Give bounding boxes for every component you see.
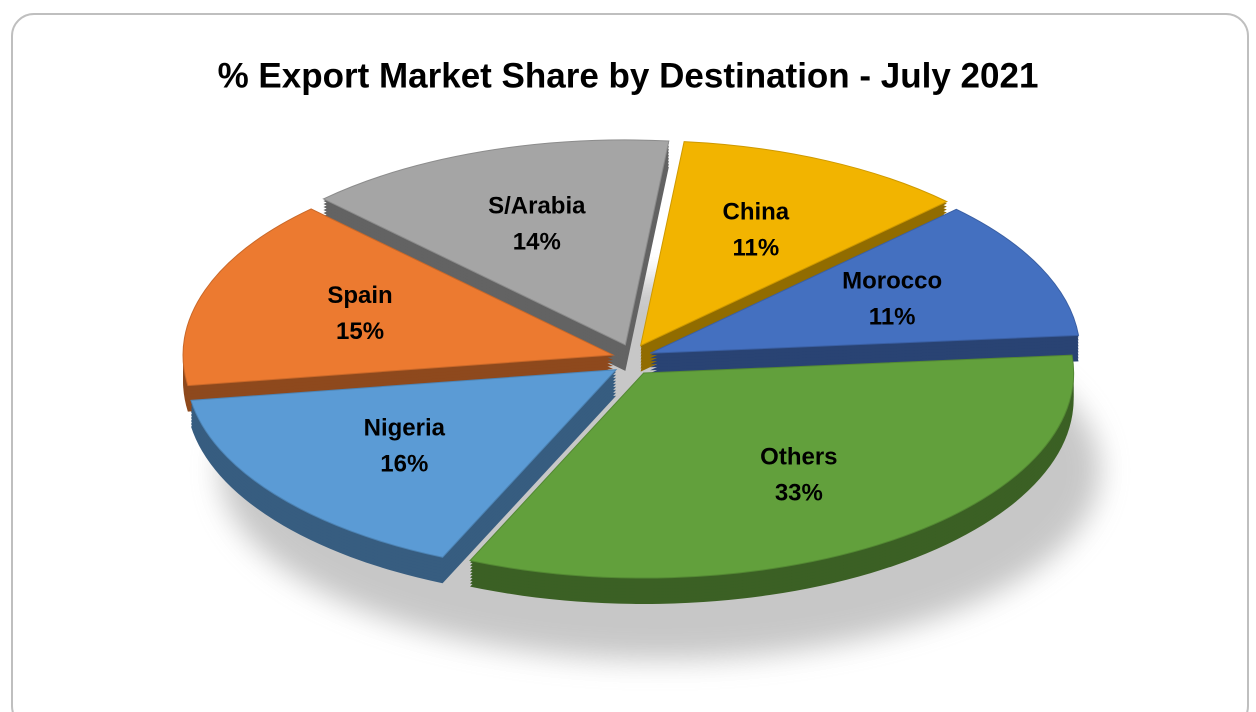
slice-category-label: Spain [327, 282, 392, 309]
slice [649, 208, 1080, 354]
labels: Others 33% Nigeria 16% Spain 15% S/Arabia 14% Ch… [327, 192, 942, 506]
slice-value-label: 11% [869, 303, 916, 330]
slice-category-label: Morocco [842, 267, 942, 294]
slice-category-label: Others [760, 444, 837, 471]
pie [182, 139, 1080, 605]
slice-category-label: China [722, 198, 789, 225]
chart-title: % Export Market Share by Destination - J… [218, 56, 1039, 95]
slice [322, 139, 670, 346]
slice-value-label: 15% [336, 318, 384, 345]
slice-value-label: 33% [775, 480, 823, 507]
slice [639, 141, 948, 347]
slice-value-label: 14% [513, 228, 561, 255]
slice [190, 369, 618, 558]
slice-value-label: 11% [732, 234, 779, 261]
slice [469, 354, 1075, 579]
slice-category-label: Nigeria [364, 414, 446, 441]
slice-value-label: 16% [380, 450, 428, 477]
slice [182, 208, 615, 387]
slice-category-label: S/Arabia [488, 192, 586, 219]
